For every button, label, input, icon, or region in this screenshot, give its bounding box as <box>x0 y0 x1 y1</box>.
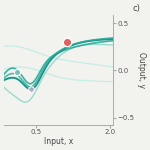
Y-axis label: Output, y: Output, y <box>137 52 146 88</box>
Text: c): c) <box>132 4 140 13</box>
X-axis label: Input, x: Input, x <box>44 137 73 146</box>
